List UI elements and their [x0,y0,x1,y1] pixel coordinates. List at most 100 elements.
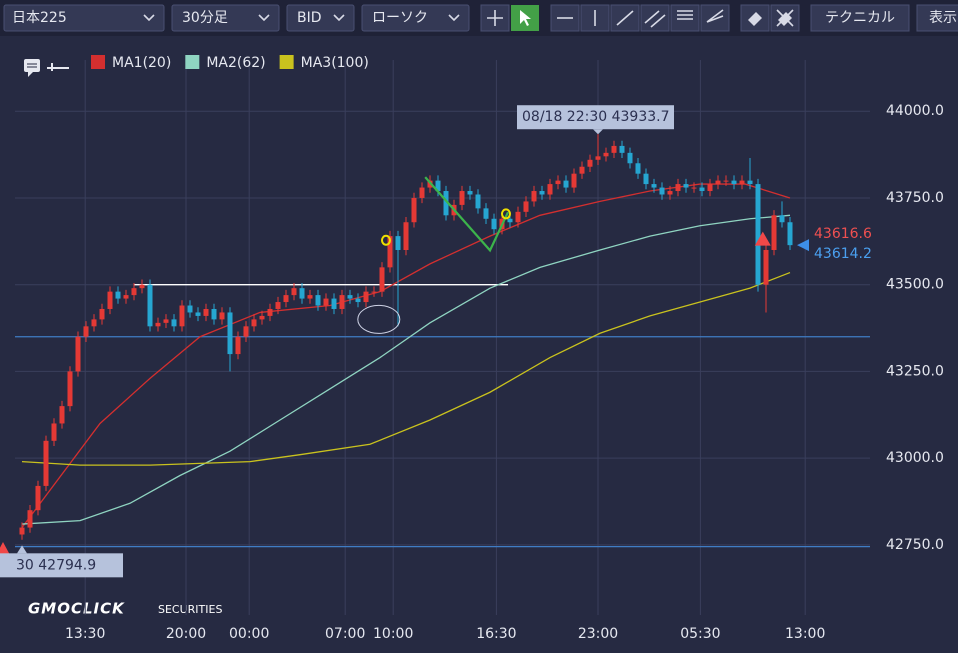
legend-label: MA1(20) [112,55,171,71]
candle-body [83,326,89,337]
logo-sub: SECURITIES [158,603,222,616]
x-tick-label: 13:00 [785,626,825,642]
candle-body [347,295,353,299]
candle-body [459,191,465,205]
candle-body [195,312,201,316]
side-select[interactable]: BID [286,4,355,32]
channel-button[interactable] [640,4,670,32]
candle-body [155,322,161,327]
trendline-button[interactable] [610,4,640,32]
ma-line [21,214,791,525]
candle-body [363,291,369,303]
x-tick-label: 05:30 [680,626,720,642]
candle-body [275,302,281,309]
y-tick-label: 44000.0 [886,103,944,119]
candle-body [379,267,385,292]
candle-body [187,305,193,313]
signal-triangle [754,231,771,246]
candle-body [211,308,217,320]
candle-body [307,295,313,299]
legend-swatch [185,55,200,69]
candle-body [435,180,441,192]
candle-body [219,312,225,320]
ask-price: 43616.6 [814,226,872,242]
candle-body [747,180,753,185]
legend-swatch [91,55,105,69]
legend-label: MA2(62) [206,55,265,71]
erase-all-button[interactable] [770,4,800,32]
candle-body [403,222,409,250]
candle-body [227,312,233,355]
signal-triangle [0,542,10,555]
y-tick-label: 43250.0 [886,363,944,379]
ma-line [21,271,791,466]
candle-body [627,152,633,164]
candle-body [107,291,113,309]
candle-body [731,180,737,185]
display: 表示 [929,10,957,26]
candle-body [147,284,153,327]
hline-button[interactable] [550,4,580,32]
fibo-button[interactable] [670,4,700,32]
candle-body [571,173,577,188]
y-tick-label: 43000.0 [886,450,944,466]
candle-body [59,406,65,424]
candle-body [75,336,81,372]
candle-body [35,485,41,511]
candle-body [643,173,649,185]
candle-body [283,295,289,303]
candle-body [531,191,537,202]
candle-body [651,184,657,188]
crosshair-button[interactable] [480,4,510,32]
candle-body [67,371,73,407]
high-label: 08/18 22:30 43933.7 [522,109,670,125]
high-label-box [517,105,674,130]
technical: テクニカル [825,10,895,26]
candle-body [91,319,97,327]
symbol-select[interactable]: 日本225 [3,4,165,32]
high-label-pointer [593,129,603,135]
ma-line [21,183,791,528]
timeframe: 30分足 [182,10,228,26]
candle-body [683,184,689,188]
candle-body [51,423,57,441]
comment-icon[interactable] [24,59,69,77]
candle-body [579,166,585,174]
x-tick-label: 13:30 [65,626,105,642]
candle-body [251,319,257,327]
legend-swatch [279,55,294,69]
trend-line [424,176,509,253]
vline-button[interactable] [580,4,610,32]
style-select[interactable]: ローソク [361,4,470,32]
pointer-button[interactable] [511,5,539,31]
technical-button[interactable]: テクニカル [810,4,910,32]
side: BID [297,10,322,26]
candle-body [611,145,617,153]
candle-body [371,291,377,293]
candle-body [619,145,625,153]
eraser-button[interactable] [740,4,770,32]
candle-body [491,218,497,230]
y-tick-label: 43750.0 [886,190,944,206]
bid-marker [797,239,809,252]
candle-body [787,222,793,246]
symbol: 日本225 [12,10,67,26]
low-label-pointer [17,545,27,554]
candle-body [123,295,129,299]
candle-body [635,163,641,174]
candle-body [763,250,769,285]
candle-body [555,180,561,185]
marker-circle [501,208,511,220]
candle-body [467,191,473,195]
candle-body [595,156,601,160]
marker-ellipse [357,304,401,334]
x-tick-label: 23:00 [578,626,618,642]
timeframe-select[interactable]: 30分足 [171,4,280,32]
fan-button[interactable] [700,4,730,32]
candle-body [243,326,249,337]
display-button[interactable]: 表示 [916,4,958,32]
candle-body [139,284,145,289]
candle-body [99,308,105,320]
candle-body [267,308,273,316]
